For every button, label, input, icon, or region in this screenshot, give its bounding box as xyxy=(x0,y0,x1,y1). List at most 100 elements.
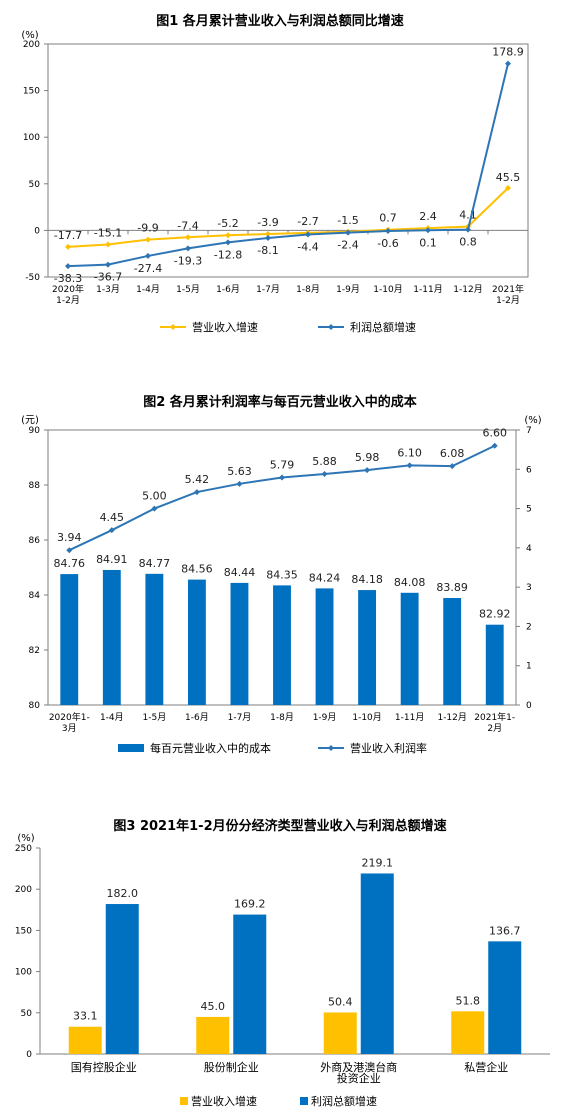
chart-3-legend-swatch xyxy=(300,1097,308,1105)
chart-1-data-label: -27.4 xyxy=(134,262,162,275)
chart-3-xtick-label: 股份制企业 xyxy=(204,1060,259,1074)
chart-1-xtick-label: 1-8月 xyxy=(296,284,320,295)
chart-1-ytick-label: 150 xyxy=(23,87,40,97)
chart-2-bar xyxy=(145,573,164,705)
chart-3-bar xyxy=(196,1016,230,1054)
chart-2-bar xyxy=(400,592,419,705)
chart-3-bar-label: 169.2 xyxy=(234,898,266,911)
chart-1-data-label: -19.3 xyxy=(174,254,202,267)
chart-1-point xyxy=(225,232,231,239)
chart-3-bar-label: 51.8 xyxy=(456,994,481,1007)
chart-3-bar-label: 136.7 xyxy=(489,924,521,937)
chart-2-bar xyxy=(315,588,334,705)
chart-3-bar xyxy=(488,941,522,1054)
chart-2-xtick-label: 2020年1-3月 xyxy=(49,711,90,734)
chart-1-data-label: -0.6 xyxy=(377,237,398,250)
chart-1-legend-label: 利润总额增速 xyxy=(350,320,416,334)
chart-3-bar xyxy=(68,1026,102,1054)
chart-2-rate-point xyxy=(449,463,456,470)
chart-1-point xyxy=(465,226,471,233)
chart-1-point xyxy=(185,245,191,252)
chart-1-xtick-label: 1-9月 xyxy=(336,284,360,295)
chart-2-bar xyxy=(273,585,291,705)
chart-2-right-ytick-label: 5 xyxy=(526,505,532,515)
chart-2-left-unit: (元) xyxy=(21,415,39,426)
chart-3-ytick-label: 200 xyxy=(15,885,32,895)
chart-1-data-label: -1.5 xyxy=(337,214,358,227)
chart-2-xtick-label: 1-12月 xyxy=(437,712,466,723)
chart-1-legend-label: 营业收入增速 xyxy=(192,320,258,334)
chart-1-series-line xyxy=(67,63,509,268)
chart-2-rate-label: 6.08 xyxy=(440,447,465,460)
chart-3-bar xyxy=(233,914,267,1054)
chart-1-point xyxy=(505,184,511,191)
chart-1-xtick-label: 1-6月 xyxy=(216,284,240,295)
chart-1-data-label: -15.1 xyxy=(94,226,122,239)
chart-3-title: 图3 2021年1-2月份分经济类型营业收入与利润总额增速 xyxy=(113,818,446,834)
chart-2-xtick-label: 1-10月 xyxy=(352,712,381,723)
chart-1-series-line xyxy=(67,187,509,248)
chart-1-data-label: -17.7 xyxy=(54,229,82,242)
chart-1-data-label: -12.8 xyxy=(214,248,242,261)
chart-2-bar-label: 84.56 xyxy=(181,563,213,576)
chart-2-bar xyxy=(443,598,462,705)
chart-1-data-label: -36.7 xyxy=(94,271,122,284)
chart-2-left-ytick-label: 84 xyxy=(29,591,41,601)
chart-1-point xyxy=(265,231,271,238)
chart-2: 图2 各月累计利润率与每百元营业收入中的成本 (元) (%) 90 88 86 84 8… xyxy=(21,394,542,755)
chart-2-left-ytick-label: 86 xyxy=(29,536,41,546)
chart-1-plot-area xyxy=(47,43,529,278)
chart-3-bar-label: 33.1 xyxy=(73,1010,98,1023)
chart-2-rate-label: 5.42 xyxy=(185,473,210,486)
chart-3-ytick-label: 50 xyxy=(21,1009,33,1019)
chart-2-bar xyxy=(230,582,249,705)
chart-2-bar-label: 84.91 xyxy=(96,553,128,566)
chart-1-point xyxy=(105,241,111,248)
chart-1-data-label: -2.7 xyxy=(297,215,318,228)
chart-1-ytick-label: -50 xyxy=(25,273,40,283)
chart-2-rate-point xyxy=(321,471,328,477)
chart-2-bar-label: 82.92 xyxy=(479,608,511,621)
chart-2-xtick-label: 1-5月 xyxy=(143,712,167,723)
chart-2-title: 图2 各月累计利润率与每百元营业收入中的成本 xyxy=(143,394,417,410)
chart-2-rate-point xyxy=(108,527,115,534)
chart-2-bar-label: 84.08 xyxy=(394,576,426,589)
chart-3-bar-label: 50.4 xyxy=(328,995,353,1008)
chart-3-xtick-label: 私营企业 xyxy=(464,1060,508,1074)
chart-2-xtick-label: 1-7月 xyxy=(228,712,252,723)
chart-3-legend-swatch xyxy=(180,1097,188,1105)
chart-2-bar-label: 84.76 xyxy=(54,557,86,570)
chart-2-left-ytick-label: 88 xyxy=(29,481,41,491)
chart-1-xtick-label: 1-10月 xyxy=(373,284,402,295)
chart-3-ytick-label: 250 xyxy=(15,844,32,854)
chart-2-rate-point xyxy=(236,480,243,487)
chart-2-right-ytick-label: 6 xyxy=(526,465,532,475)
chart-2-xtick-label: 1-8月 xyxy=(270,712,294,723)
chart-2-left-ytick-label: 90 xyxy=(29,426,41,436)
chart-2-xtick-label: 1-6月 xyxy=(185,712,209,723)
chart-1-data-label: -2.4 xyxy=(337,239,358,252)
chart-2-bar-label: 84.77 xyxy=(139,557,171,570)
chart-2-rate-label: 5.88 xyxy=(312,455,337,468)
chart-2-xtick-label: 2021年1-2月 xyxy=(474,711,515,734)
chart-1-data-label: 0.7 xyxy=(379,212,397,225)
chart-1-point xyxy=(105,261,111,268)
chart-2-right-ytick-label: 7 xyxy=(526,426,532,436)
chart-2-bar-label: 84.24 xyxy=(309,571,341,584)
chart-2-right-ytick-label: 1 xyxy=(526,662,532,672)
chart-2-left-ytick-label: 82 xyxy=(29,646,40,656)
chart-2-bar xyxy=(485,624,504,705)
chart-1-xtick-label: 1-4月 xyxy=(136,284,160,295)
chart-1-point xyxy=(385,227,391,234)
chart-1-unit: (%) xyxy=(21,30,38,41)
chart-2-rate-point xyxy=(151,505,158,512)
chart-2-rate-point xyxy=(66,547,73,554)
chart-1-data-label: -4.4 xyxy=(297,241,318,254)
chart-2-right-unit: (%) xyxy=(524,415,541,426)
chart-2-rate-point xyxy=(491,442,498,449)
chart-1-point xyxy=(265,234,271,241)
chart-1-point xyxy=(65,263,71,270)
chart-2-rate-label: 5.79 xyxy=(270,459,295,472)
chart-1-data-label: -38.3 xyxy=(54,272,82,285)
chart-2-rate-point xyxy=(406,462,413,469)
